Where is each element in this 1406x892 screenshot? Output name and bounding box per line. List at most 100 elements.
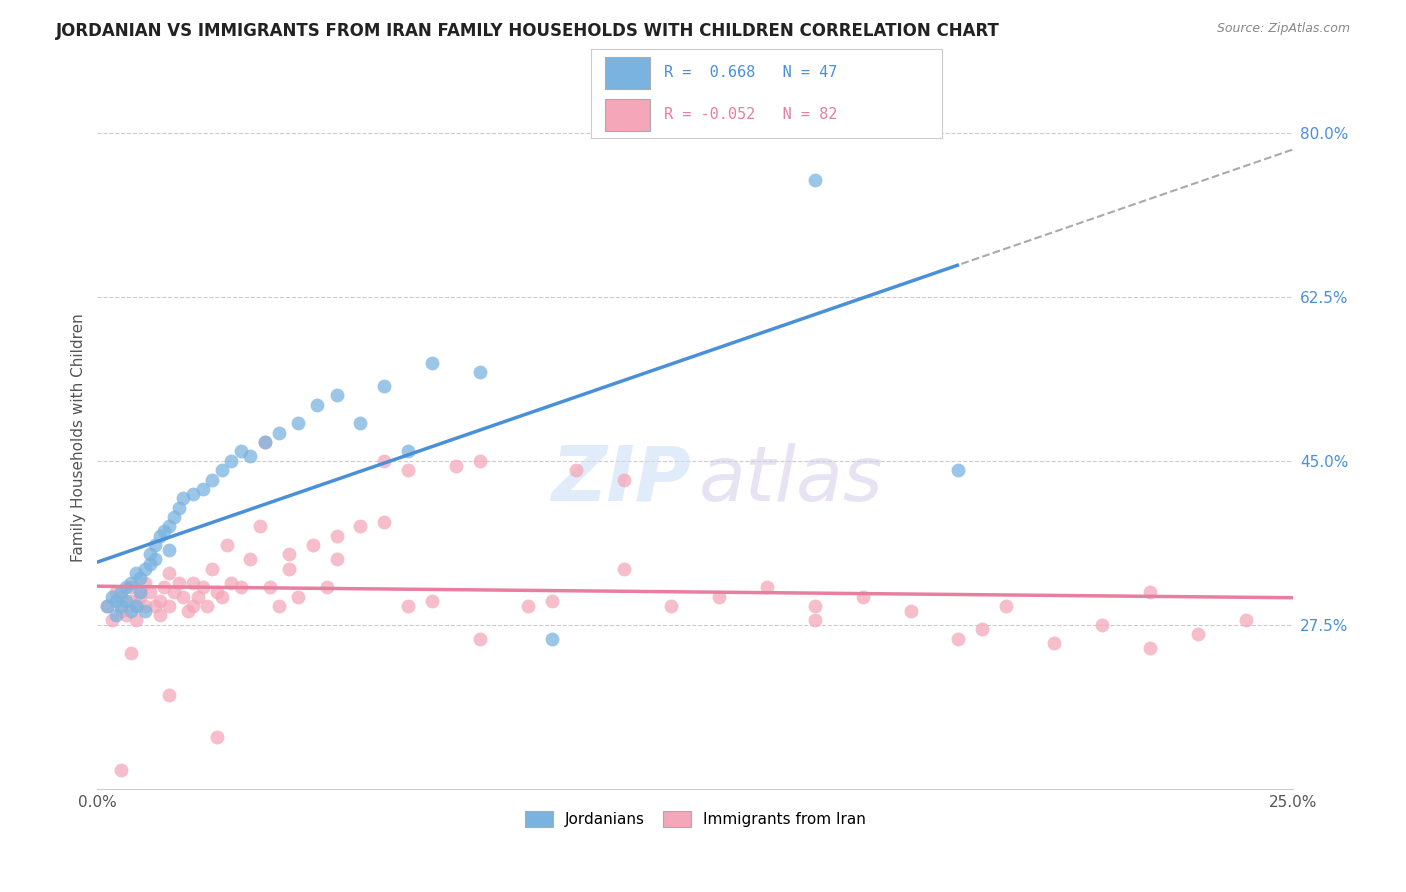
Point [661,599,683,613]
Point [516,599,538,613]
Point [709,590,731,604]
Point [148,608,170,623]
Point [134,599,156,613]
Point [139,585,162,599]
Point [153,580,176,594]
Point [129,590,152,604]
Point [221,454,243,468]
Point [100,590,122,604]
Point [129,585,152,599]
Point [349,519,371,533]
Point [191,580,214,594]
Point [468,365,491,379]
Point [1187,627,1209,641]
Point [110,585,132,599]
Point [120,575,142,590]
Point [613,561,636,575]
Text: R =  0.668   N = 47: R = 0.668 N = 47 [664,65,838,80]
Point [124,599,146,613]
Point [565,463,588,477]
Point [191,482,214,496]
Point [239,449,262,463]
Point [277,548,299,562]
Point [420,594,443,608]
Point [373,379,395,393]
Point [852,590,875,604]
Point [157,519,180,533]
FancyBboxPatch shape [605,99,650,131]
Point [239,552,262,566]
Point [804,173,827,187]
Point [540,594,562,608]
Text: Source: ZipAtlas.com: Source: ZipAtlas.com [1216,22,1350,36]
Point [253,435,276,450]
Point [221,575,243,590]
Point [373,454,395,468]
Point [115,594,138,608]
Point [540,632,562,646]
Point [124,613,146,627]
Point [167,575,190,590]
Point [187,590,209,604]
Point [139,557,162,571]
Point [277,561,299,575]
Point [120,594,142,608]
Point [96,599,118,613]
Point [468,632,491,646]
Point [316,580,339,594]
Point [995,599,1018,613]
Point [325,529,347,543]
Point [325,552,347,566]
Point [249,519,271,533]
Point [177,604,200,618]
Point [134,604,156,618]
Point [756,580,779,594]
Point [134,575,156,590]
Point [201,561,224,575]
Point [900,604,922,618]
Point [167,500,190,515]
Point [110,604,132,618]
Point [259,580,281,594]
Point [115,608,138,623]
Text: R = -0.052   N = 82: R = -0.052 N = 82 [664,107,838,122]
Point [396,599,419,613]
Point [211,590,233,604]
Point [163,510,186,524]
Legend: Jordanians, Immigrants from Iran: Jordanians, Immigrants from Iran [519,805,872,833]
Point [105,585,128,599]
Point [105,608,128,623]
Text: ZIP: ZIP [553,442,692,516]
Point [110,763,132,777]
Point [143,552,166,566]
Point [229,444,252,458]
Point [948,463,970,477]
Point [181,486,204,500]
Point [269,599,291,613]
Point [972,623,994,637]
Point [948,632,970,646]
Point [157,599,180,613]
Point [172,590,194,604]
Point [120,646,142,660]
Text: JORDANIAN VS IMMIGRANTS FROM IRAN FAMILY HOUSEHOLDS WITH CHILDREN CORRELATION CH: JORDANIAN VS IMMIGRANTS FROM IRAN FAMILY… [56,22,1000,40]
Point [157,542,180,557]
Point [613,473,636,487]
Point [197,599,219,613]
Point [163,585,186,599]
Point [143,599,166,613]
Point [205,585,228,599]
Point [1043,636,1066,650]
Point [1139,641,1161,656]
Point [172,491,194,506]
Point [349,417,371,431]
Text: atlas: atlas [699,442,883,516]
Point [215,538,238,552]
Point [205,730,228,744]
Point [148,594,170,608]
Point [115,580,138,594]
Point [181,575,204,590]
Point [120,580,142,594]
Point [157,566,180,581]
Y-axis label: Family Households with Children: Family Households with Children [72,313,86,562]
